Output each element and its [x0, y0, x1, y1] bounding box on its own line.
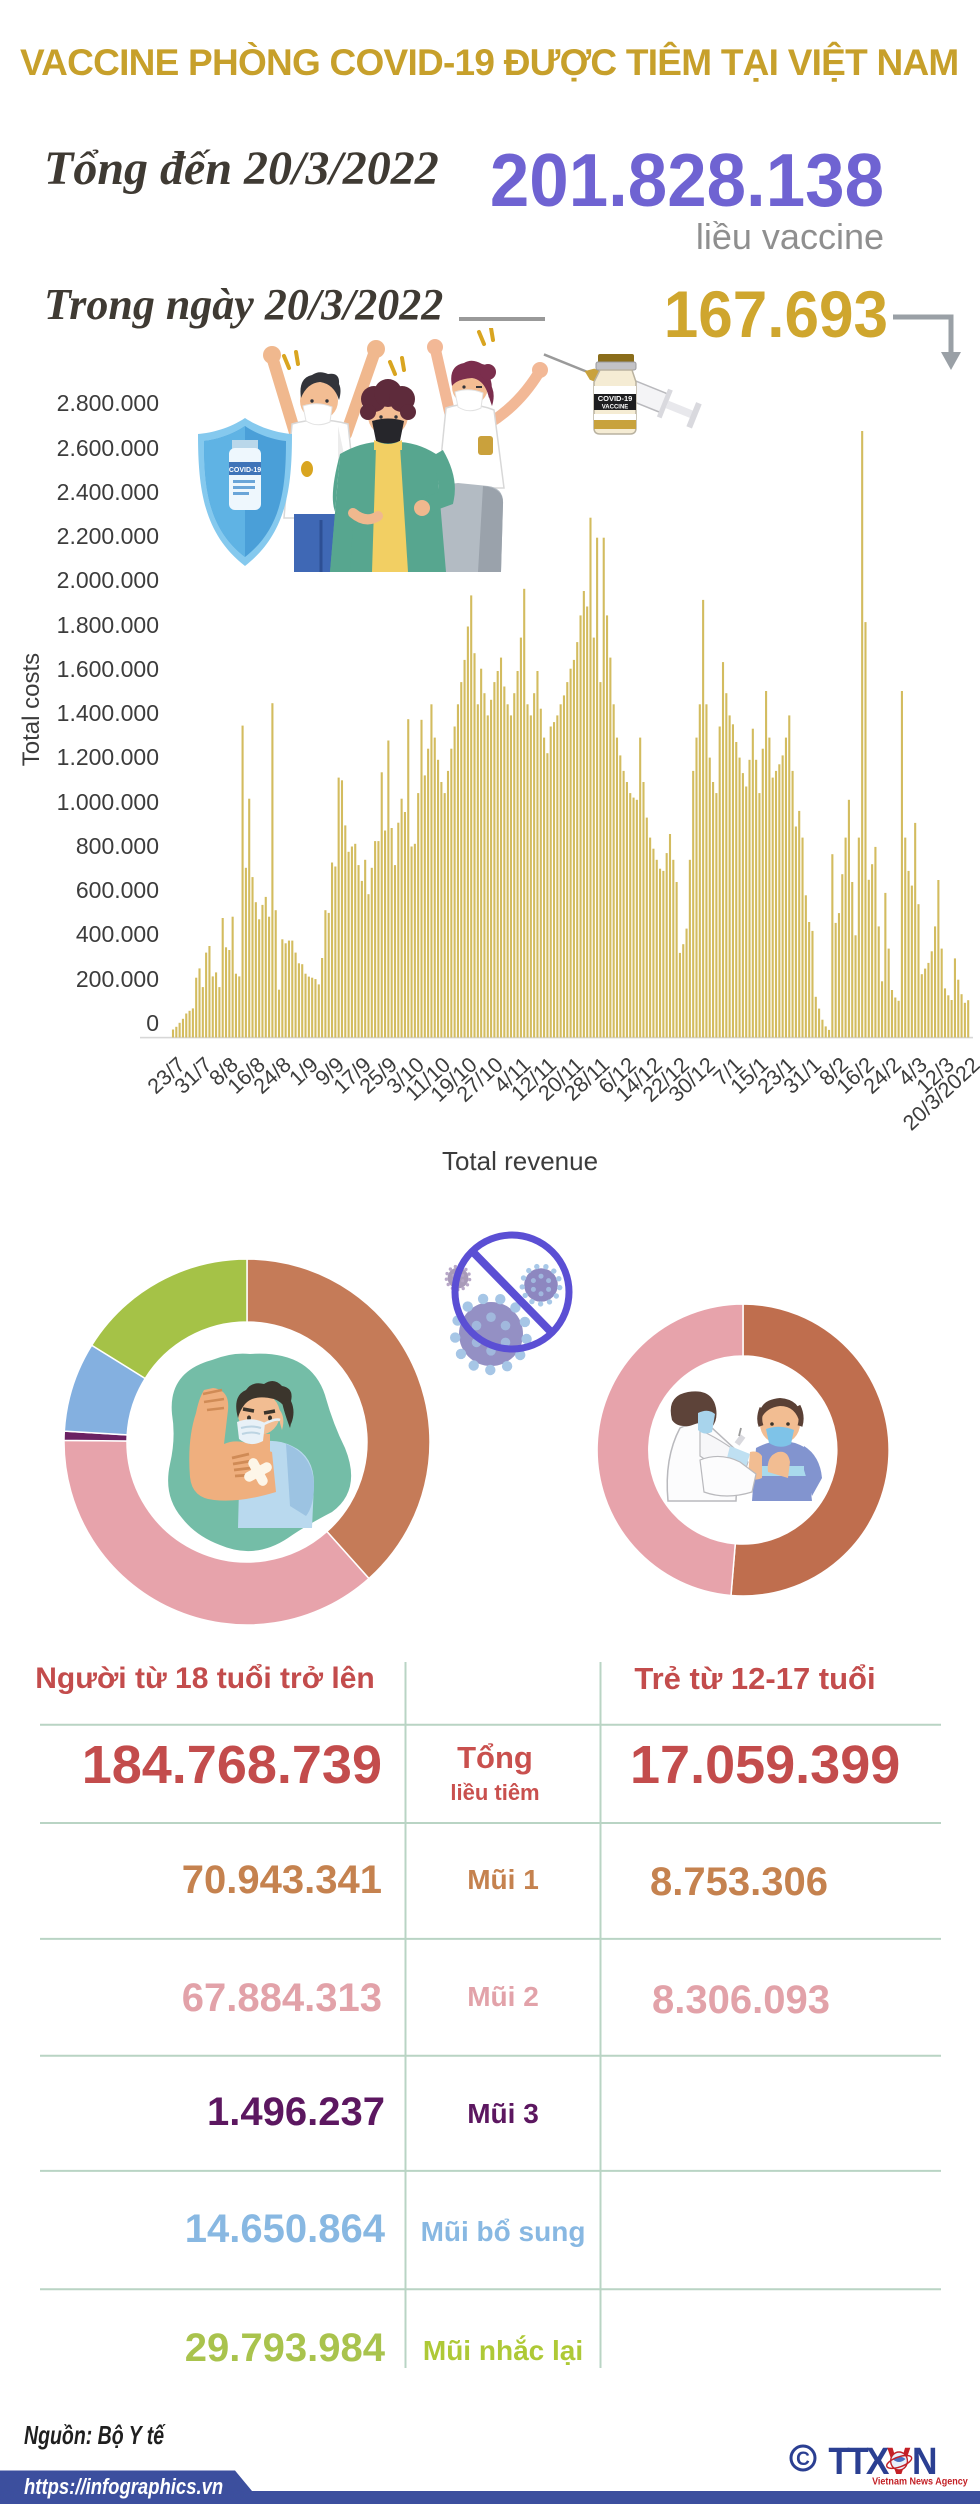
- svg-text:C: C: [796, 2449, 810, 2470]
- svg-text:VACCINE: VACCINE: [602, 405, 629, 411]
- svg-text:COVID-19: COVID-19: [598, 394, 633, 403]
- svg-text:N: N: [912, 2440, 938, 2482]
- svg-text:COVID-19: COVID-19: [229, 467, 261, 474]
- svg-text:Vietnam News Agency: Vietnam News Agency: [872, 2476, 968, 2486]
- svg-text:TTX: TTX: [828, 2440, 890, 2482]
